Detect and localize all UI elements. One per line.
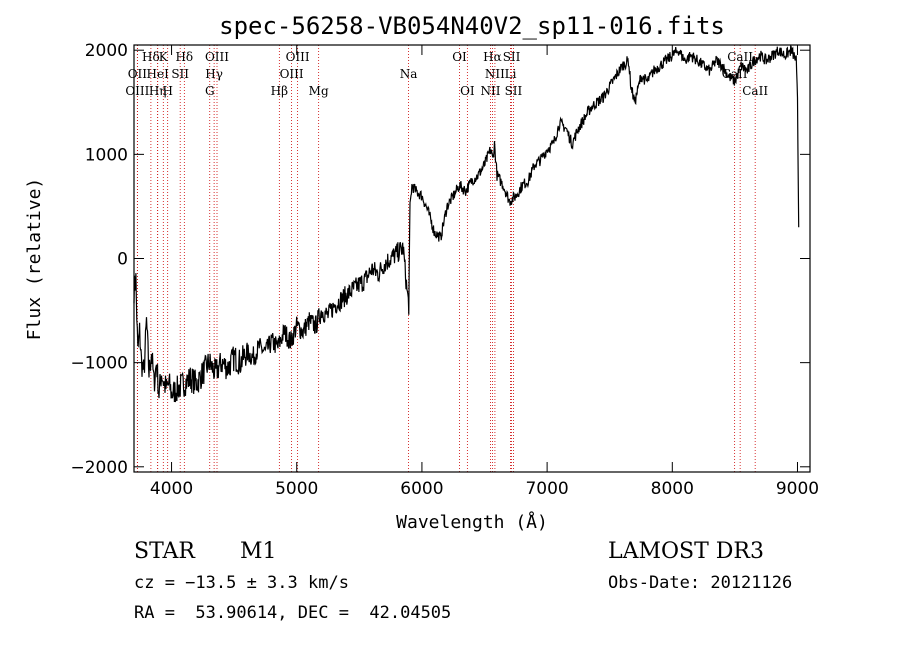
x-tick-label-5: 9000 [776,479,819,499]
line-label-17: OI [452,50,467,64]
object-class: STAR [134,539,195,564]
object-subclass: M1 [240,539,277,564]
spectral-line-labels: Hδ OII OIII K HeI Hη Hδ SII H OIII Hγ G OIII OIII Hβ Mg… [125,50,768,98]
y-tick-label-4: 2000 [85,41,128,61]
y-tick-label-3: 1000 [85,145,128,165]
line-label-16: Na [400,67,418,81]
coordinates: RA = 53.90614, DEC = 42.04505 [134,603,452,623]
line-label-13: OIII [280,67,304,81]
line-label-7: SII [171,67,189,81]
y-tick-label-1: −1000 [70,354,128,374]
line-label-2: OIII [125,84,149,98]
line-label-12: OIII [286,50,310,64]
y-tick-label-0: −2000 [70,458,128,478]
line-label-27: CaII [742,84,768,98]
line-label-20: SII [503,50,521,64]
line-label-11: G [205,84,215,98]
line-label-5: Hη [149,84,167,98]
x-axis-label: Wavelength (Å) [396,511,548,533]
survey-name: LAMOST DR3 [608,539,764,564]
line-label-6: Hδ [175,50,193,64]
line-label-4: HeI [147,67,170,81]
line-label-21: NII [485,67,505,81]
x-tick-label-1: 5000 [275,479,318,499]
line-label-24: SII [505,84,523,98]
x-axis-ticks: 4000 5000 6000 7000 8000 9000 [150,45,819,499]
plot-frame [133,44,811,473]
observation-date: Obs-Date: 20121126 [608,573,793,593]
x-tick-label-3: 7000 [525,479,568,499]
line-label-19: Hα [483,50,502,64]
x-tick-label-2: 6000 [400,479,443,499]
line-label-3: K [159,50,169,64]
redshift-velocity: cz = −13.5 ± 3.3 km/s [134,573,349,593]
chart-title: spec-56258-VB054N40V2_sp11-016.fits [219,12,725,40]
line-label-18: OI [460,84,475,98]
line-label-1: OII [128,67,148,81]
line-label-0: Hδ [142,50,160,64]
line-label-10: Hγ [205,67,223,81]
y-axis-ticks: −2000 −1000 0 1000 2000 [70,41,810,478]
spectrum-series-line [133,45,800,403]
line-label-8: H [162,84,172,98]
spectral-line-markers [136,45,756,472]
line-label-23: NII [481,84,501,98]
line-label-14: Hβ [271,84,288,98]
x-tick-label-0: 4000 [150,479,193,499]
x-tick-label-4: 8000 [651,479,694,499]
line-label-15: Mg [309,84,329,98]
y-tick-label-2: 0 [117,250,128,270]
y-axis-label: Flux (relative) [24,178,45,341]
line-label-22: Li [505,67,517,81]
line-label-9: OIII [205,50,229,64]
line-label-25: CaII [727,50,753,64]
